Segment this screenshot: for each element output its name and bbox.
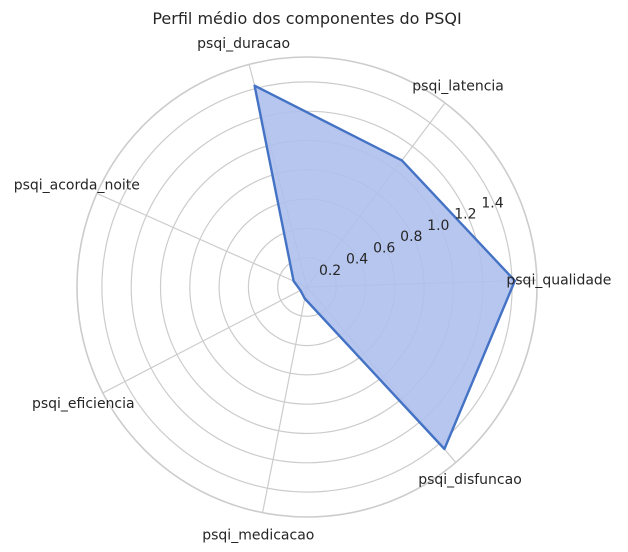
spoke-psqi_acorda_noite <box>96 192 308 288</box>
axis-label-psqi_duracao: psqi_duracao <box>197 36 290 52</box>
axis-label-psqi_qualidade: psqi_qualidade <box>506 272 611 288</box>
axis-label-psqi_acorda_noite: psqi_acorda_noite <box>14 178 140 194</box>
series-line-0 <box>253 84 517 451</box>
rtick-label: 0.4 <box>346 252 368 268</box>
data-layer <box>253 84 517 451</box>
series-area-0 <box>254 85 515 449</box>
outer-frame <box>76 56 538 518</box>
chart-title: Perfil médio dos componentes do PSQI <box>152 9 461 28</box>
radial-tick-labels: 0.2 0.4 0.6 0.8 1.0 1.2 1.4 <box>319 196 504 279</box>
rtick-label: 0.8 <box>400 229 422 245</box>
spoke-psqi_medicacao <box>261 286 308 513</box>
axis-label-psqi_medicacao: psqi_medicacao <box>202 527 314 543</box>
rtick-label: 1.0 <box>427 218 449 234</box>
rtick-label: 1.2 <box>454 207 476 223</box>
axis-labels: psqi_qualidade psqi_latencia psqi_duracaop… <box>14 36 612 543</box>
axis-label-psqi_eficiencia: psqi_eficiencia <box>32 396 135 412</box>
rtick-label: 1.4 <box>481 196 503 212</box>
rtick-label: 0.2 <box>319 263 341 279</box>
axis-label-psqi_latencia: psqi_latencia <box>412 78 504 94</box>
spoke-psqi_eficiencia <box>102 286 308 394</box>
rtick-label: 0.6 <box>373 240 395 256</box>
axis-label-psqi_disfuncao: psqi_disfuncao <box>418 472 522 488</box>
